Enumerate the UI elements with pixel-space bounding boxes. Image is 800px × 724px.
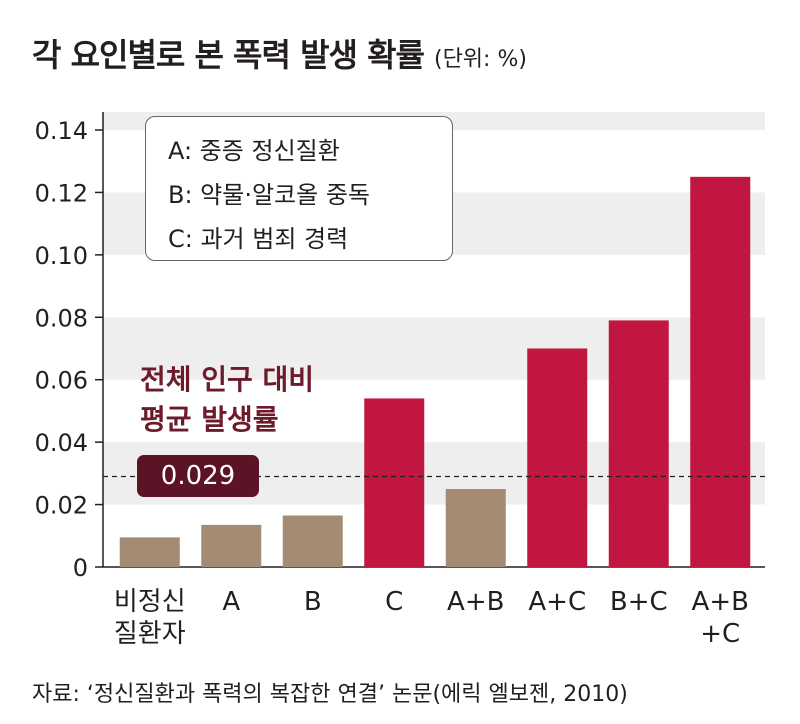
x-tick-label: +C [700, 619, 740, 649]
unit-label: (단위: %) [433, 47, 527, 72]
average-label-line2: 평균 발생률 [140, 403, 279, 436]
legend-box: A: 중증 정신질환 B: 약물·알코올 중독 C: 과거 범죄 경력 [145, 116, 453, 261]
source-note: 자료: ‘정신질환과 폭력의 복잡한 연결’ 논문(에릭 엘보젠, 2010) [32, 682, 628, 707]
average-value-badge: 0.029 [137, 455, 259, 497]
bar [282, 515, 343, 567]
y-tick-label: 0.06 [35, 367, 88, 395]
chart-title-text: 각 요인별로 본 폭력 발생 확률 [32, 36, 425, 74]
x-tick-label: A+B [447, 587, 504, 617]
x-tick-label: B [304, 587, 322, 617]
legend-item-b: B: 약물·알코올 중독 [168, 181, 370, 209]
x-tick-label: C [385, 587, 403, 617]
x-tick-label: A+B [692, 587, 749, 617]
average-label: 전체 인구 대비 평균 발생률 [140, 360, 314, 440]
x-tick-label: A [222, 587, 240, 617]
bar [608, 320, 669, 567]
y-tick-label: 0.08 [35, 304, 88, 332]
chart-title: 각 요인별로 본 폭력 발생 확률 (단위: %) [32, 30, 527, 76]
average-label-line1: 전체 인구 대비 [140, 363, 315, 396]
bar [445, 488, 506, 567]
bar [690, 176, 751, 568]
y-tick-label: 0.02 [35, 492, 88, 520]
bar [201, 524, 262, 567]
y-tick-label: 0.10 [35, 242, 88, 270]
legend-item-a: A: 중증 정신질환 [168, 137, 340, 165]
x-tick-label: 질환자 [114, 619, 186, 649]
bar [119, 537, 180, 567]
y-tick-label: 0 [73, 554, 88, 582]
bar [527, 348, 588, 567]
y-tick-label: 0.12 [35, 179, 88, 207]
legend-item-c: C: 과거 범죄 경력 [168, 225, 349, 253]
y-tick-label: 0.14 [35, 117, 88, 145]
x-tick-label: B+C [610, 587, 668, 617]
x-tick-label: A+C [528, 587, 586, 617]
x-tick-label: 비정신 [114, 587, 186, 617]
y-tick-label: 0.04 [35, 429, 88, 457]
bar [364, 398, 425, 567]
